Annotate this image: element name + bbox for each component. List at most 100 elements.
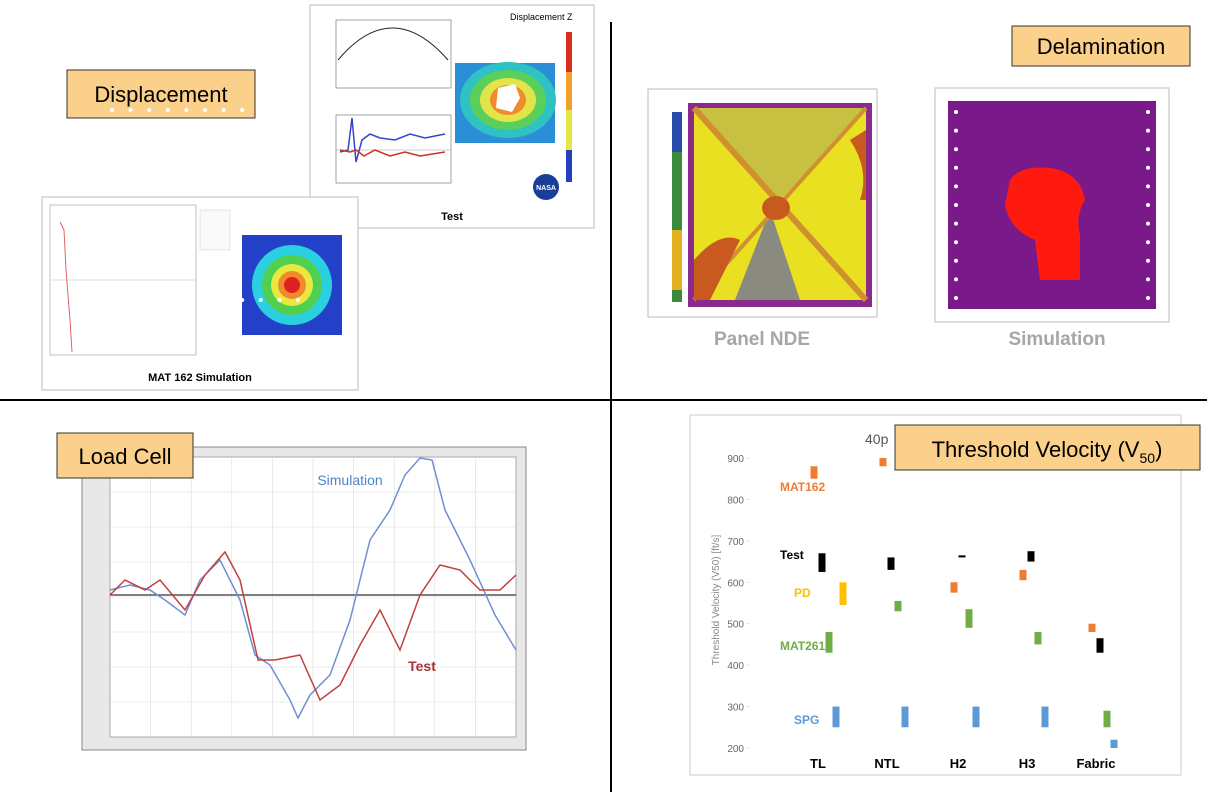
range-bar	[1041, 706, 1049, 728]
title-sub: 50	[1139, 450, 1155, 466]
dot	[954, 165, 958, 170]
dot	[277, 108, 282, 112]
range-bar	[965, 609, 973, 628]
dot	[954, 277, 958, 282]
range-bar	[901, 706, 909, 728]
test-figure: NASA Displacement Z Test	[309, 4, 595, 229]
range-bar	[1034, 632, 1042, 645]
figure-title: Displacement Z	[510, 12, 573, 22]
y-tick-label: 400	[727, 661, 744, 672]
dot	[277, 298, 282, 302]
legend-label: Test	[780, 548, 804, 562]
y-axis-label: Threshold Velocity (V50) [ft/s]	[711, 534, 722, 665]
y-tick-label: 800	[727, 495, 744, 506]
dot	[147, 298, 152, 302]
range-bar	[879, 458, 887, 467]
panel-label: Load Cell	[79, 444, 172, 469]
legend-label: SPG	[794, 713, 819, 727]
dot	[184, 108, 189, 112]
y-tick-label: 500	[727, 620, 744, 631]
range-bar	[894, 600, 902, 612]
dot	[1146, 296, 1150, 300]
dot	[165, 108, 170, 112]
caption: MAT 162 Simulation	[148, 372, 252, 384]
label-box	[56, 432, 194, 479]
dot	[1146, 258, 1150, 263]
delam-sim-figure: Simulation	[110, 87, 1170, 350]
dot	[258, 108, 263, 112]
dot	[954, 110, 958, 114]
load-cell-figure: Simulation Test	[81, 446, 527, 751]
x-tick-label: TL	[810, 756, 826, 771]
dot	[1146, 147, 1150, 152]
range-bar	[1103, 710, 1111, 728]
x-tick-label: H2	[950, 756, 967, 771]
legend-label: MAT162	[780, 480, 825, 494]
dot	[240, 108, 245, 112]
dot	[954, 203, 958, 207]
caption: Panel NDE	[714, 329, 810, 350]
dot	[954, 240, 958, 245]
series-label: Test	[408, 658, 436, 674]
caption: Simulation	[1008, 329, 1105, 350]
caption: Test	[441, 211, 463, 223]
dot	[110, 108, 114, 112]
dot	[1146, 184, 1150, 189]
range-bar	[839, 582, 847, 606]
dot	[1146, 165, 1150, 170]
range-bar	[825, 632, 833, 653]
dot	[954, 296, 958, 300]
dot	[1146, 110, 1150, 114]
simulation-figure: MAT 162 Simulation	[41, 196, 359, 391]
x-tick-label: NTL	[874, 756, 899, 771]
dot	[1146, 240, 1150, 245]
nde-figure: Panel NDE	[647, 88, 878, 350]
dot	[1146, 277, 1150, 282]
range-bar	[1088, 623, 1096, 632]
y-tick-label: 700	[727, 537, 744, 548]
dot	[128, 108, 133, 112]
dot	[110, 298, 114, 302]
range-bar	[887, 557, 895, 570]
dot	[1146, 128, 1150, 133]
range-bar	[1019, 569, 1027, 581]
dot	[258, 298, 263, 302]
panel-label: Displacement	[94, 82, 227, 107]
dot	[240, 298, 245, 302]
y-tick-label: 200	[727, 744, 744, 755]
dot	[203, 298, 207, 302]
dot	[296, 298, 300, 302]
title-part: )	[1155, 437, 1162, 462]
dot	[954, 147, 958, 152]
range-bar	[810, 466, 818, 479]
legend-label: MAT261	[780, 639, 825, 653]
dot	[203, 108, 207, 112]
dot	[221, 108, 226, 112]
range-bar	[950, 582, 958, 593]
dot	[954, 258, 958, 263]
dot	[128, 298, 133, 302]
dot	[954, 184, 958, 189]
range-bar	[972, 706, 980, 728]
dot	[296, 108, 300, 112]
chart-title: Threshold Velocity (V50)	[932, 437, 1163, 466]
dot	[221, 298, 226, 302]
dot	[954, 221, 958, 226]
series-label: Simulation	[317, 472, 382, 488]
dot	[165, 298, 170, 302]
x-tick-label: H3	[1019, 756, 1036, 771]
dot	[1146, 203, 1150, 207]
dot	[184, 298, 189, 302]
range-bar	[1110, 739, 1118, 748]
y-tick-label: 900	[727, 454, 744, 465]
legend-label: PD	[794, 586, 811, 600]
dot	[954, 128, 958, 133]
range-bar	[1096, 638, 1104, 653]
logo: NASA	[536, 185, 556, 192]
y-tick-label: 300	[727, 703, 744, 714]
y-tick-label: 600	[727, 578, 744, 589]
range-bar	[958, 555, 966, 558]
title-part: Threshold Velocity (V	[932, 437, 1140, 462]
chart-subtitle: 40p	[865, 431, 889, 447]
